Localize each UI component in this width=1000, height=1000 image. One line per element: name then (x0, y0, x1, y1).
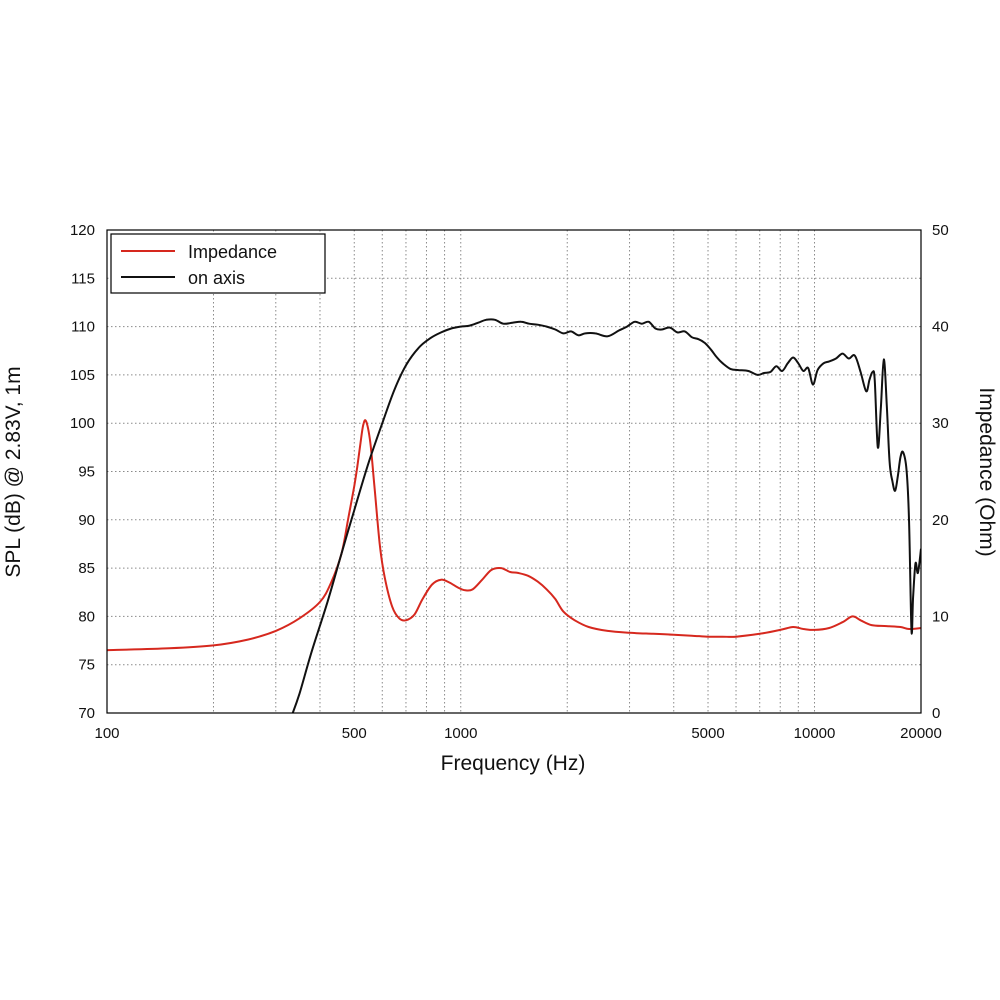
legend-box (110, 233, 326, 294)
y-right-tick-label: 10 (932, 608, 949, 625)
y-left-tick-label: 75 (78, 657, 95, 674)
y-axis-right-title: Impedance (Ohm) (975, 387, 998, 556)
series-line-on-axis (291, 318, 921, 713)
y-right-tick-label: 50 (932, 222, 949, 239)
legend-label-on-axis: on axis (188, 268, 245, 288)
plot-frame (106, 229, 922, 714)
y-left-tick-label: 105 (70, 367, 95, 384)
x-tick-label: 500 (342, 725, 367, 742)
x-tick-label: 100 (94, 725, 119, 742)
x-axis-title: Frequency (Hz) (441, 752, 586, 775)
legend: Impedance on axis (110, 233, 326, 294)
x-tick-label: 1000 (444, 725, 477, 742)
y-right-tick-label: 0 (932, 705, 940, 722)
x-tick-label: 20000 (900, 725, 942, 742)
y-left-tick-label: 80 (78, 608, 95, 625)
y-left-tick-label: 70 (78, 705, 95, 722)
legend-label-impedance: Impedance (188, 242, 277, 262)
y-right-tick-label: 20 (932, 512, 949, 529)
y-left-tick-label: 90 (78, 512, 95, 529)
y-axis-left-title: SPL (dB) @ 2.83V, 1m (2, 366, 25, 577)
y-left-tick-label: 95 (78, 464, 95, 481)
y-left-tick-label: 120 (70, 222, 95, 239)
y-left-tick-label: 100 (70, 415, 95, 432)
y-right-tick-label: 30 (932, 415, 949, 432)
x-tick-label: 5000 (691, 725, 724, 742)
y-right-tick-label: 40 (932, 319, 949, 336)
series-line-impedance (107, 419, 921, 652)
tick-labels: 100 500 1000 5000 10000 200007075808590951001… (70, 222, 949, 742)
y-left-tick-label: 85 (78, 560, 95, 577)
y-left-tick-label: 110 (71, 319, 95, 336)
y-left-tick-label: 115 (71, 270, 95, 287)
grid (107, 230, 921, 713)
series-layer (107, 318, 921, 713)
x-tick-label: 10000 (794, 725, 836, 742)
